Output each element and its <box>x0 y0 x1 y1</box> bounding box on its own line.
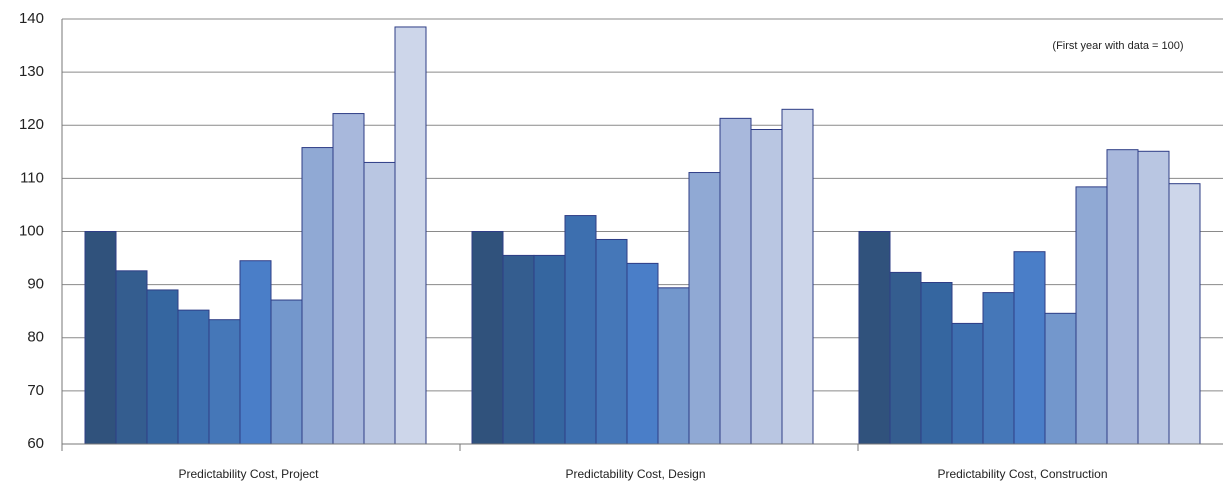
bar <box>889 271 922 445</box>
x-tick-label: Predictability Cost, Project <box>178 467 319 481</box>
bar <box>595 238 628 445</box>
y-tick-label: 70 <box>27 382 44 399</box>
y-tick-label: 80 <box>27 329 44 346</box>
bar <box>719 117 752 445</box>
bar <box>177 309 210 445</box>
bar <box>115 270 148 445</box>
y-tick-label: 130 <box>19 63 44 80</box>
bar <box>332 113 365 445</box>
bar <box>270 299 303 445</box>
bar <box>920 282 953 445</box>
bar <box>688 172 721 445</box>
bar <box>781 108 814 445</box>
annotation: (First year with data = 100) <box>1052 40 1183 52</box>
y-tick-label: 100 <box>19 222 44 239</box>
bar <box>750 129 783 445</box>
y-tick-label: 60 <box>27 435 44 452</box>
x-tick-label: Predictability Cost, Design <box>565 467 705 481</box>
bar <box>951 322 984 445</box>
bar <box>657 287 690 445</box>
bar <box>502 254 535 445</box>
y-tick-label: 140 <box>19 10 44 27</box>
bar <box>858 231 891 445</box>
y-tick-label: 120 <box>19 116 44 133</box>
x-tick-label: Predictability Cost, Construction <box>937 467 1107 481</box>
bar <box>1106 149 1139 445</box>
bar <box>239 260 272 445</box>
bar <box>533 254 566 445</box>
bar <box>146 289 179 445</box>
bar <box>1137 150 1170 445</box>
bar <box>363 161 396 445</box>
bar <box>301 147 334 445</box>
bar <box>84 231 117 445</box>
bar <box>394 26 427 445</box>
bar <box>208 319 241 445</box>
bar <box>564 215 597 445</box>
bar <box>471 231 504 445</box>
bar <box>982 292 1015 445</box>
bar <box>1075 186 1108 445</box>
y-tick-label: 110 <box>20 169 44 186</box>
bar <box>1168 183 1201 445</box>
bar <box>1044 312 1077 445</box>
bar <box>626 262 659 445</box>
y-tick-label: 90 <box>27 276 44 293</box>
bar <box>1013 251 1046 445</box>
